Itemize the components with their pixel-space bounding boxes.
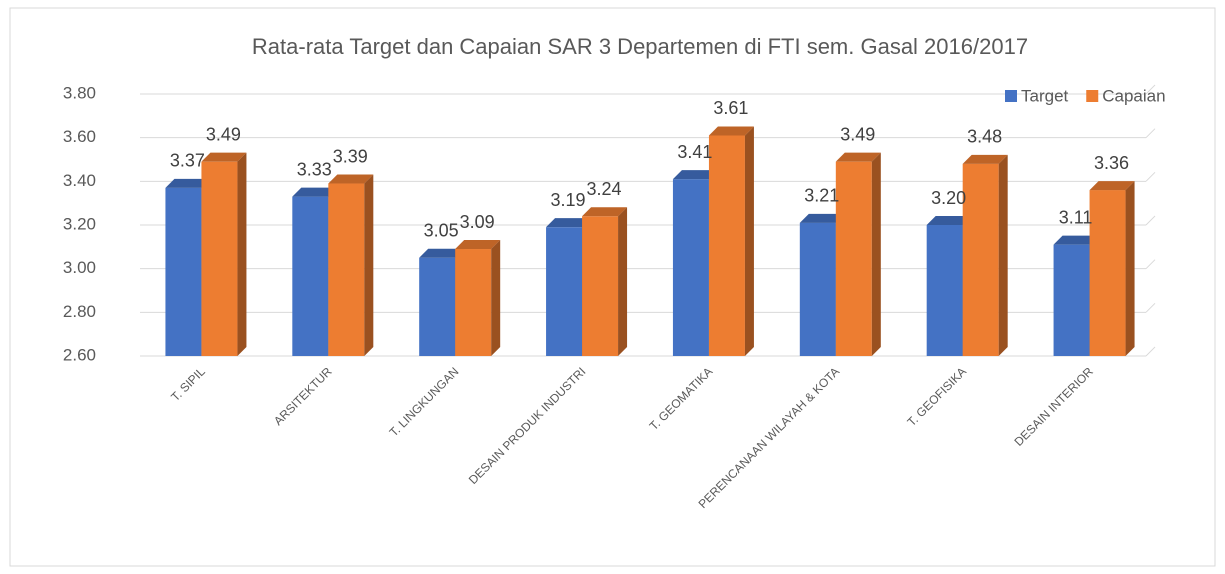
value-label: 3.05: [424, 221, 459, 241]
value-label: 3.21: [804, 186, 839, 206]
y-tick-label: 3.80: [63, 83, 96, 102]
y-tick-label: 3.20: [63, 214, 96, 233]
legend-label: Capaian: [1102, 86, 1165, 105]
bar-side: [237, 152, 247, 356]
bar-3d: [1089, 181, 1135, 356]
y-tick-label: 3.00: [63, 258, 96, 277]
bar: [201, 161, 238, 356]
bar-top: [165, 178, 211, 188]
bar-side: [491, 240, 501, 356]
legend-swatch: [1005, 90, 1017, 102]
bar: [328, 183, 365, 356]
bar: [1089, 190, 1126, 356]
bar-top: [672, 170, 718, 180]
value-label: 3.09: [460, 212, 495, 232]
value-label: 3.49: [840, 124, 875, 144]
bar: [419, 257, 456, 356]
value-label: 3.61: [713, 98, 748, 118]
grid-line-depth: [1145, 171, 1156, 182]
bar-top: [292, 187, 338, 197]
bar-top: [582, 207, 628, 217]
bar: [455, 249, 492, 356]
chart-title: Rata-rata Target dan Capaian SAR 3 Depar…: [252, 34, 1028, 59]
bar: [1053, 244, 1090, 356]
value-label: 3.41: [677, 142, 712, 162]
bar-top: [708, 126, 754, 136]
bar-top: [328, 174, 374, 184]
bar-top: [926, 216, 972, 225]
grid-line-depth: [1145, 346, 1156, 357]
bar-side: [998, 154, 1008, 356]
grid-line-depth: [1145, 84, 1156, 95]
bar: [582, 216, 619, 356]
grid-line-depth: [1145, 215, 1156, 226]
bar-side: [618, 207, 628, 356]
value-label: 3.49: [206, 124, 241, 144]
bar-3d: [455, 240, 501, 356]
y-tick-label: 2.60: [63, 345, 96, 364]
bar-3d: [582, 207, 628, 356]
bar-top: [1053, 235, 1099, 245]
bar-3d: [835, 152, 881, 356]
bar-top: [419, 248, 465, 258]
bar-3d: [328, 174, 374, 356]
bar: [799, 222, 836, 356]
value-label: 3.24: [587, 179, 622, 199]
bar-top: [1089, 181, 1135, 191]
grid-line-depth: [1145, 302, 1156, 313]
y-tick-label: 3.60: [63, 127, 96, 146]
bar-side: [1125, 181, 1135, 356]
y-tick-label: 3.40: [63, 171, 96, 190]
value-label: 3.48: [967, 127, 1002, 147]
value-label: 3.20: [931, 188, 966, 208]
bar-top: [455, 240, 501, 250]
bar-side: [744, 126, 754, 356]
bar-side: [364, 174, 374, 356]
bar: [546, 227, 583, 356]
bar: [962, 163, 999, 356]
y-tick-label: 2.80: [63, 302, 96, 321]
bar-top: [799, 213, 845, 223]
bar: [165, 187, 202, 356]
bar-side: [871, 152, 881, 356]
bar: [835, 161, 872, 356]
bar-top: [201, 152, 247, 162]
value-label: 3.36: [1094, 153, 1129, 173]
grid-line-depth: [1145, 259, 1156, 270]
bar: [708, 135, 745, 356]
bar-3d: [962, 154, 1008, 356]
value-label: 3.39: [333, 146, 368, 166]
bar: [292, 196, 329, 356]
legend-label: Target: [1021, 86, 1069, 105]
bar-top: [546, 218, 592, 228]
value-label: 3.19: [551, 190, 586, 210]
bar-top: [835, 152, 881, 162]
bar: [672, 179, 709, 356]
bar-top: [962, 154, 1008, 164]
value-label: 3.33: [297, 159, 332, 179]
bar: [926, 225, 963, 356]
bar-3d: [708, 126, 754, 356]
grid-line-depth: [1145, 128, 1156, 139]
value-label: 3.37: [170, 151, 205, 171]
value-label: 3.11: [1059, 207, 1093, 227]
bar-3d: [201, 152, 247, 356]
legend-swatch: [1086, 90, 1099, 102]
